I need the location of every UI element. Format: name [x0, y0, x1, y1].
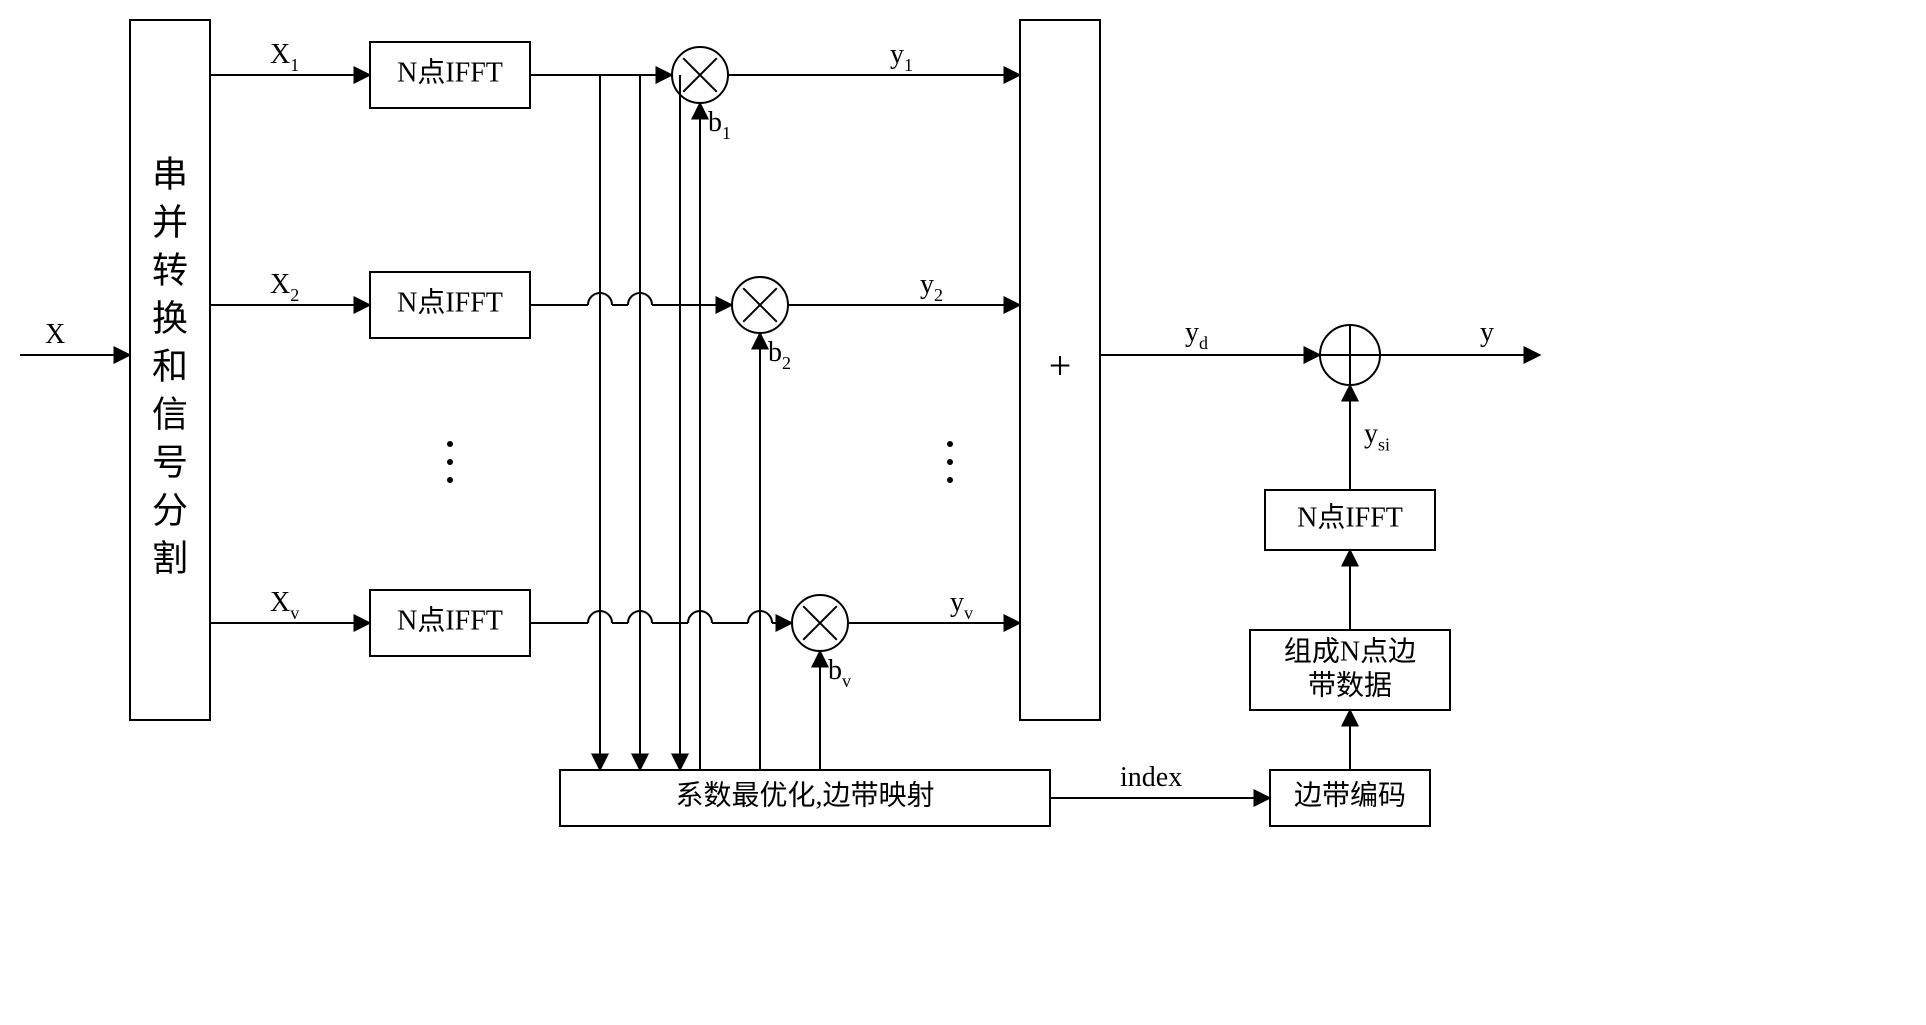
ifft-block-3-label: N点IFFT	[397, 605, 503, 636]
ellipsis-left	[447, 441, 453, 483]
svg-text:X: X	[45, 319, 65, 350]
svg-text:并: 并	[152, 202, 188, 242]
svg-text:y: y	[1480, 317, 1494, 348]
svg-text:换: 换	[152, 298, 188, 338]
svg-text:串: 串	[152, 154, 188, 194]
svg-text:b1: b1	[708, 107, 731, 143]
sideband-assemble-line1: 组成N点边	[1284, 635, 1416, 667]
svg-text:X2: X2	[270, 269, 299, 305]
svg-text:y1: y1	[890, 39, 913, 75]
ifft-block-2-label: N点IFFT	[397, 287, 503, 318]
sideband-encode-label: 边带编码	[1294, 779, 1406, 811]
ifft-block-right-label: N点IFFT	[1297, 502, 1403, 533]
svg-text:转: 转	[152, 250, 188, 290]
svg-text:号: 号	[152, 442, 188, 482]
svg-text:X1: X1	[270, 39, 299, 75]
adder-right	[1320, 325, 1380, 385]
sideband-assemble-line2: 带数据	[1308, 669, 1392, 701]
svg-text:index: index	[1120, 762, 1182, 793]
svg-text:yv: yv	[950, 587, 973, 623]
ifft-block-1-label: N点IFFT	[397, 57, 503, 88]
signal-diagram: 串并转换和信号分割 N点IFFT N点IFFT N点IFFT + 系数最优化,边…	[0, 0, 1560, 860]
svg-text:Xv: Xv	[270, 587, 299, 623]
svg-text:信: 信	[152, 394, 188, 434]
sum-plus-label: +	[1049, 343, 1072, 388]
svg-text:b2: b2	[768, 337, 791, 373]
svg-text:ysi: ysi	[1364, 419, 1390, 455]
svg-text:bv: bv	[828, 655, 851, 691]
svg-text:和: 和	[152, 346, 188, 386]
svg-text:分: 分	[152, 490, 188, 530]
sp-block-label: 串并转换和信号分割	[152, 154, 188, 578]
svg-text:yd: yd	[1185, 317, 1208, 353]
multiplier-3	[792, 595, 848, 651]
multiplier-2	[732, 277, 788, 333]
svg-text:割: 割	[152, 538, 188, 578]
svg-text:y2: y2	[920, 269, 943, 305]
ellipsis-right	[947, 441, 953, 483]
optimization-label: 系数最优化,边带映射	[675, 779, 934, 811]
